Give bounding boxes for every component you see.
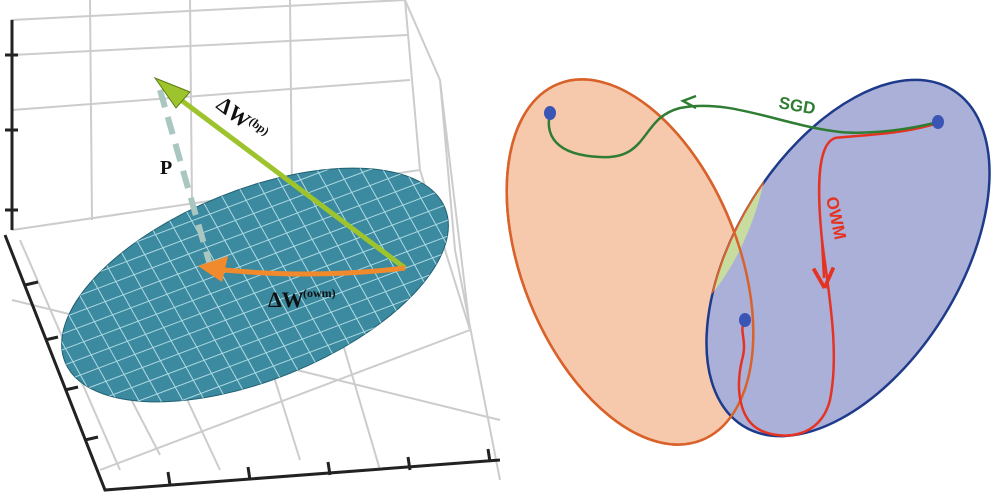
- surface-mesh-line: [29, 223, 481, 395]
- axes: [3, 20, 501, 492]
- surface-mesh-line: [29, 120, 52, 441]
- task1-outline: [505, 78, 755, 446]
- task2-start-point: [932, 115, 944, 129]
- owm-arrowhead: [198, 256, 228, 282]
- owm-arrow-tick: [811, 239, 836, 289]
- owm-path: [737, 121, 939, 437]
- label-delta-w-owm-superscript: (owm): [303, 286, 336, 300]
- bp-arrow: [163, 86, 407, 270]
- surface-mesh-line: [29, 175, 481, 347]
- sgd-path: [547, 104, 939, 159]
- task1-optimum-point: [544, 106, 556, 120]
- surface-mesh-line: [332, 120, 481, 441]
- label-p: P: [160, 157, 172, 179]
- label-sgd: SGD: [777, 93, 817, 118]
- surface-mesh-line: [29, 120, 481, 187]
- bp-arrowhead: [153, 76, 191, 109]
- label-delta-w-owm: ΔW: [268, 287, 304, 312]
- surface-mesh-line: [29, 207, 481, 379]
- surface-mesh-line: [29, 159, 481, 331]
- surface-mesh-line: [29, 191, 481, 363]
- overlap-optimum-point: [739, 313, 751, 327]
- owm-arrow: [204, 265, 406, 277]
- projection-line: [157, 89, 213, 266]
- sgd-arrowhead: [680, 94, 697, 110]
- surface-mesh-line: [29, 120, 96, 441]
